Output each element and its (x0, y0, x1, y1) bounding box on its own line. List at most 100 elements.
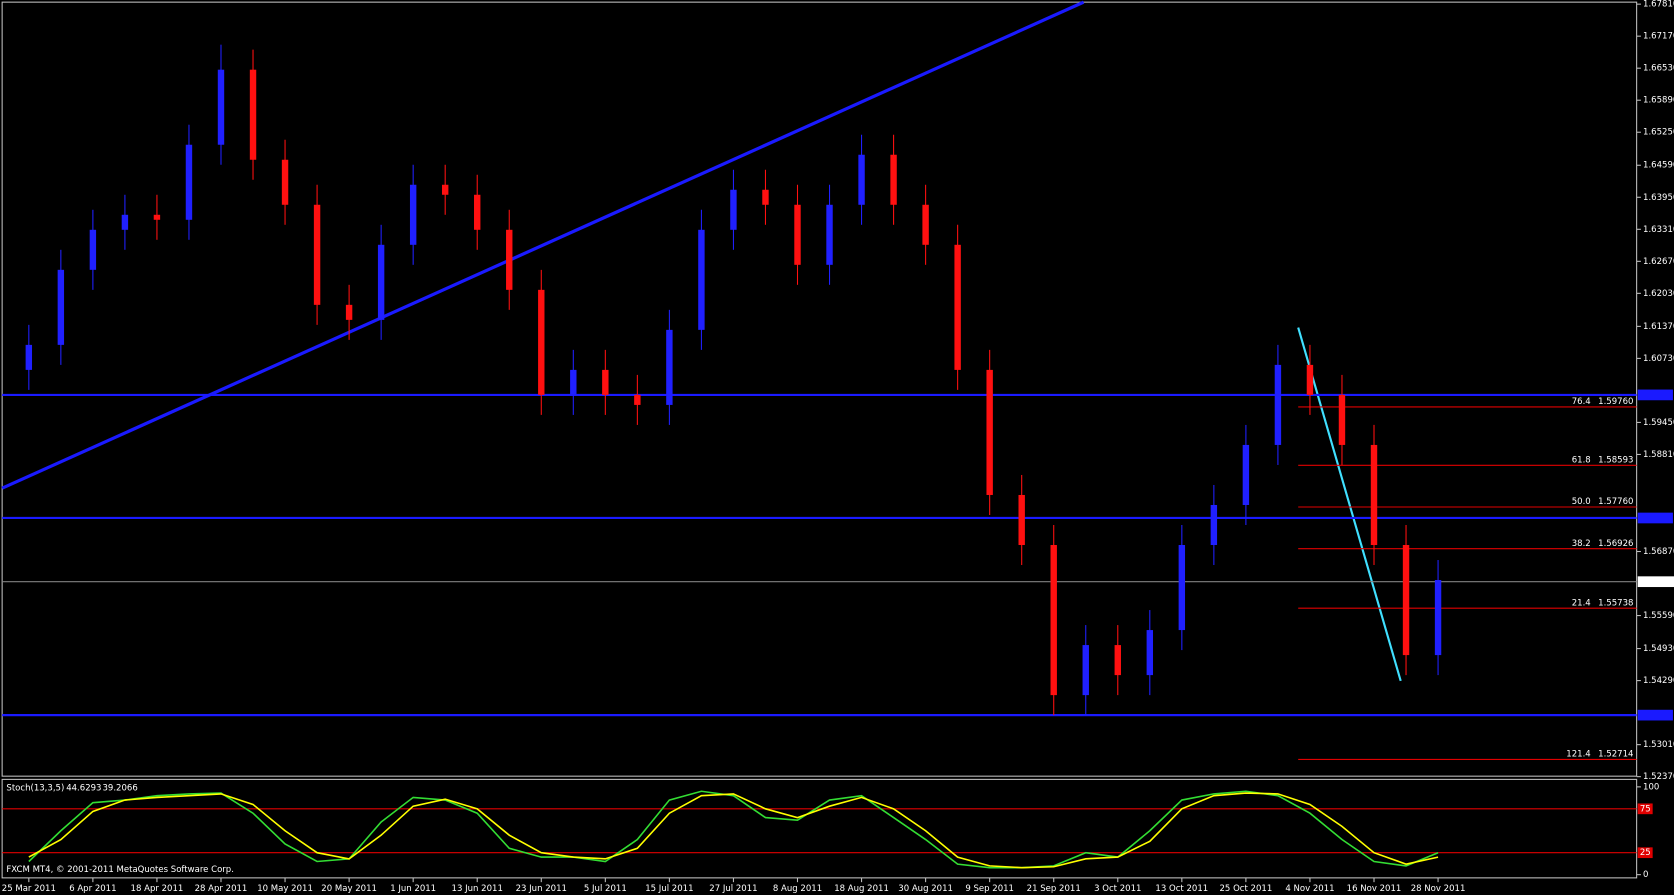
x-tick-label: 6 Apr 2011 (69, 884, 116, 894)
candle-body (1306, 364, 1314, 395)
candle-body (1242, 444, 1250, 505)
candle-body (377, 244, 385, 320)
y-tick-label: 1.61370 (1643, 322, 1674, 332)
candle-body (1082, 645, 1089, 696)
stoch-name: Stoch(13,3,5) (6, 783, 64, 793)
stoch-level-label: 25 (1640, 848, 1651, 858)
y-tick-label: 1.67810 (1643, 0, 1674, 10)
candle-body (25, 344, 33, 370)
stoch-tick-label: 100 (1643, 782, 1659, 792)
stoch-line (28, 792, 1439, 869)
y-tick-label: 1.62030 (1643, 289, 1674, 299)
candle-body (1210, 504, 1218, 546)
y-tick-label: 1.54930 (1643, 644, 1674, 654)
y-tick-label: 1.63310 (1643, 225, 1674, 235)
candle-body (153, 214, 161, 220)
x-tick-label: 8 Aug 2011 (773, 884, 822, 894)
candle-body (570, 369, 577, 395)
y-tick-label: 1.67170 (1643, 32, 1674, 42)
candle-body (1338, 394, 1346, 445)
candle-body (89, 229, 97, 270)
drawn-line (1297, 327, 1402, 682)
fib-level: 38.2 (1572, 539, 1591, 549)
candle-body (730, 189, 737, 230)
fib-level: 61.8 (1572, 455, 1591, 465)
x-tick-label: 15 Jul 2011 (645, 884, 693, 894)
x-tick-label: 18 Apr 2011 (131, 884, 184, 894)
candle-body (762, 189, 769, 205)
candle-body (602, 369, 609, 395)
y-tick-label: 1.64590 (1643, 161, 1674, 171)
stoch-main-value: 44.6293 (66, 783, 101, 793)
current-price-label: 1.56267 (1643, 577, 1674, 587)
candle-body (1050, 545, 1057, 696)
level-marker (1637, 512, 1673, 524)
fib-price: 1.58593 (1598, 455, 1633, 465)
x-tick-label: 28 Apr 2011 (195, 884, 248, 894)
candle-body (409, 184, 417, 245)
stoch-level-box (1637, 803, 1653, 815)
y-tick-label: 1.53010 (1643, 740, 1674, 750)
y-tick-label: 1.58810 (1643, 450, 1674, 460)
x-tick-label: 23 Jun 2011 (516, 884, 567, 894)
y-tick-label: 1.65250 (1643, 128, 1674, 138)
candle-body (345, 304, 353, 320)
candle-body (858, 154, 865, 205)
candle-body (1018, 494, 1025, 546)
y-tick-label: 1.54290 (1643, 676, 1674, 686)
candle-body (121, 214, 129, 230)
y-tick-label: 1.62670 (1643, 257, 1674, 267)
fib-level: 121.4 (1566, 750, 1590, 760)
y-tick-label: 1.52370 (1643, 772, 1674, 782)
candle-body (1146, 630, 1154, 676)
x-tick-label: 27 Jul 2011 (709, 884, 757, 894)
x-tick-label: 25 Oct 2011 (1220, 884, 1273, 894)
fib-price: 1.57760 (1598, 497, 1633, 507)
x-tick-label: 5 Jul 2011 (584, 884, 627, 894)
fib-level: 21.4 (1572, 598, 1591, 608)
candle-body (441, 184, 449, 195)
candle-body (538, 289, 545, 395)
stoch-level-box (1637, 847, 1653, 859)
y-tick-label: 1.66530 (1643, 64, 1674, 74)
y-tick-label: 1.63950 (1643, 193, 1674, 203)
y-tick-label: 1.56870 (1643, 547, 1674, 557)
candle-body (185, 144, 193, 220)
candle-body (1370, 444, 1378, 546)
x-tick-label: 4 Nov 2011 (1285, 884, 1334, 894)
level-marker (1637, 709, 1673, 721)
x-tick-label: 28 Nov 2011 (1411, 884, 1466, 894)
x-tick-label: 18 Aug 2011 (834, 884, 889, 894)
candle-body (954, 244, 961, 370)
candle-body (794, 204, 801, 265)
candle-body (1114, 645, 1121, 676)
candle-body (249, 69, 257, 160)
fib-price: 1.52714 (1598, 750, 1633, 760)
x-tick-label: 25 Mar 2011 (2, 884, 56, 894)
candle-body (281, 159, 289, 205)
y-tick-label: 1.59450 (1643, 418, 1674, 428)
candle-body (1274, 364, 1282, 445)
x-tick-label: 3 Oct 2011 (1094, 884, 1141, 894)
candle-body (986, 369, 993, 495)
stoch-signal-value: 39.2066 (102, 783, 137, 793)
candle-body (474, 194, 481, 230)
candle-body (57, 269, 65, 345)
x-tick-label: 9 Sep 2011 (965, 884, 1014, 894)
candle-body (666, 329, 673, 405)
stoch-tick-label: 0 (1643, 870, 1648, 880)
candle-body (634, 394, 641, 405)
fib-level: 76.4 (1572, 397, 1591, 407)
y-tick-label: 1.60730 (1643, 354, 1674, 364)
x-tick-label: 13 Jun 2011 (452, 884, 503, 894)
stoch-line (28, 790, 1439, 869)
x-tick-label: 16 Nov 2011 (1347, 884, 1402, 894)
candle-body (217, 69, 225, 145)
candle-body (1402, 545, 1410, 656)
candle-body (826, 204, 833, 265)
candle-body (1178, 545, 1186, 631)
fib-price: 1.55738 (1598, 598, 1633, 608)
y-tick-label: 1.55590 (1643, 611, 1674, 621)
